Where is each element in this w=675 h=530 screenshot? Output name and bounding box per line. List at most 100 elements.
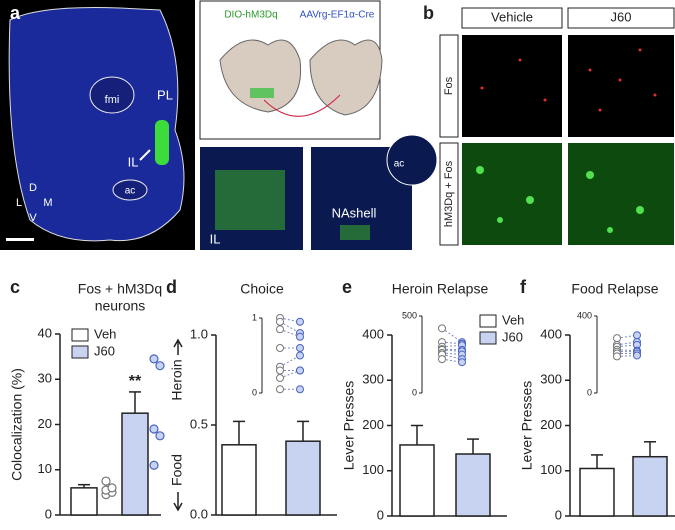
expression: [155, 120, 169, 165]
inset-tick-label: 1: [252, 312, 257, 322]
micrograph-label: NAshell: [332, 205, 377, 220]
chart-title: Food Relapse: [571, 281, 658, 297]
panel-label: f: [520, 277, 527, 297]
micrograph: [462, 143, 562, 245]
arrow: [173, 492, 183, 512]
inset-point: [296, 366, 304, 375]
y-tick-label: 1.0: [190, 326, 208, 341]
virus-label: DIO-hM3Dq: [224, 10, 277, 21]
y-tick-label: 100: [362, 462, 384, 477]
y-axis-label: Lever Presses: [519, 381, 535, 470]
row-header: [439, 142, 459, 246]
y-tick-label: 400: [540, 326, 562, 341]
fos-cells: [480, 48, 657, 112]
y-axis-label: Lever Presses: [341, 381, 357, 470]
row-header: [439, 34, 459, 138]
compass: L: [16, 197, 22, 209]
y-tick-label: 200: [362, 417, 384, 432]
inset-point: [613, 352, 621, 361]
chart-title: Choice: [240, 281, 284, 297]
legend-label: J60: [502, 329, 523, 344]
inset-point: [633, 351, 641, 360]
projection: [263, 94, 341, 117]
chart-title: Fos + hM3Dq: [78, 281, 162, 297]
bar: [579, 467, 615, 517]
inset-tick-label: 400: [577, 310, 592, 320]
hm3dq-cells: [476, 166, 644, 233]
legend-label: Veh: [94, 326, 116, 341]
inset-point: [276, 385, 284, 394]
inset-point: [276, 317, 284, 326]
data-point: [155, 361, 165, 371]
legend-swatch: [479, 331, 497, 345]
y-tick-label: 400: [362, 326, 384, 341]
data-point: [155, 431, 165, 441]
region-label: ac: [125, 186, 136, 197]
micrograph: [462, 35, 562, 137]
column-header: [567, 7, 675, 29]
compass: V: [29, 212, 37, 224]
compass: D: [29, 182, 37, 194]
inset-tick-label: 0: [587, 387, 592, 397]
bar: [285, 440, 321, 516]
virus-label: AAVrg-EF1α-Cre: [300, 10, 375, 21]
inset-tick-label: 500: [402, 310, 417, 320]
bar: [221, 444, 257, 516]
y-axis-label: Colocalization (%): [9, 368, 25, 481]
scale-bar: [6, 238, 34, 241]
inset-point: [276, 344, 284, 352]
panel-label: d: [166, 277, 177, 297]
y-tick-label: 0: [45, 506, 52, 521]
chart-title: neurons: [95, 298, 146, 314]
pair-line: [441, 327, 463, 343]
bar: [70, 487, 98, 516]
data-point: [149, 460, 159, 470]
expression: [215, 170, 285, 230]
column-label: Vehicle: [491, 9, 533, 24]
inset-point: [458, 358, 466, 367]
panel-label: c: [10, 277, 20, 297]
panel-label: e: [342, 277, 352, 297]
micrograph-label: ac: [394, 159, 405, 170]
inset-point: [276, 366, 284, 375]
data-point: [107, 483, 117, 493]
micrograph-label: IL: [210, 231, 221, 246]
bar: [399, 444, 435, 517]
region-label: IL: [128, 154, 139, 169]
data-point: [101, 476, 111, 486]
arrow: [139, 149, 151, 161]
y-tick-label: 20: [38, 416, 52, 431]
y-tick-label: 300: [540, 372, 562, 387]
inset-tick-label: 0: [412, 387, 417, 397]
inset-point: [296, 344, 304, 352]
inset-point: [296, 351, 304, 360]
y-tick-label: 0: [555, 507, 562, 522]
legend-swatch: [479, 314, 497, 328]
micrograph: [568, 35, 674, 137]
data-point: [149, 354, 159, 364]
region-label: PL: [157, 87, 173, 102]
ac-outline: [112, 179, 148, 201]
inset-point: [633, 331, 641, 340]
panel-label: a: [10, 3, 21, 23]
y-tick-label: 300: [362, 372, 384, 387]
injection-site: [250, 88, 274, 98]
inset-point: [438, 324, 446, 333]
y-tick-label: 200: [540, 417, 562, 432]
column-header: [461, 7, 563, 29]
expression: [340, 225, 370, 240]
y-tick-label: 0: [377, 507, 384, 522]
inset-point: [296, 332, 304, 341]
brain-slice: [309, 39, 383, 116]
y-tick-label: 30: [38, 371, 52, 386]
inset-point: [276, 325, 284, 334]
bar: [455, 453, 491, 517]
row-label: hM3Dq + Fos: [443, 160, 455, 227]
legend-swatch: [71, 328, 89, 342]
column-label: J60: [611, 9, 632, 24]
inset-point: [613, 334, 621, 343]
brain-slice: [219, 39, 302, 113]
ac-outline: [386, 134, 438, 186]
fmi-outline: [89, 76, 135, 114]
